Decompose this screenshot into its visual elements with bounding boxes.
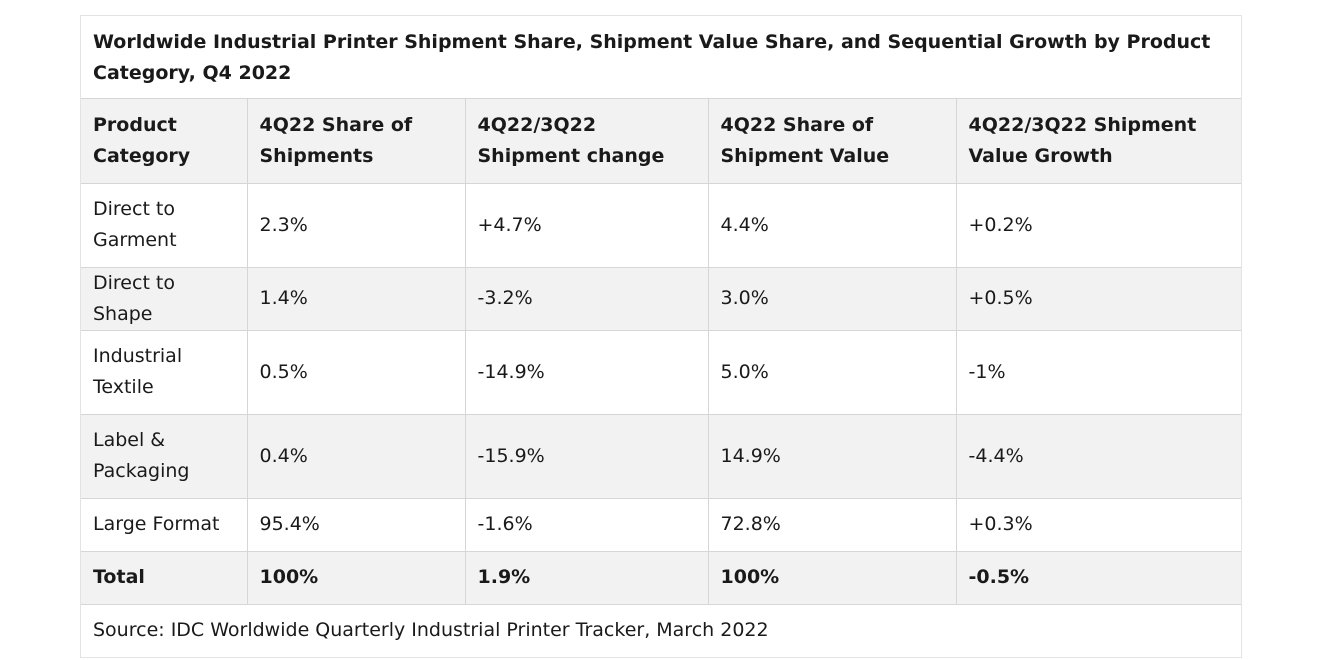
header-value-growth: 4Q22/3Q22 Shipment Value Growth — [955, 99, 1241, 184]
header-product-category: Product Category — [81, 99, 247, 184]
total-shipment-change-cell: 1.9% — [464, 551, 708, 605]
share-value-cell: 3.0% — [707, 267, 956, 331]
header-share-of-shipments: 4Q22 Share of Shipments — [246, 99, 465, 184]
share-value-cell: 72.8% — [707, 498, 956, 552]
source-note: Source: IDC Worldwide Quarterly Industri… — [93, 618, 769, 641]
table-row: Direct to Garment 2.3% +4.7% 4.4% +0.2% — [81, 183, 1241, 268]
shipment-change-cell: +4.7% — [464, 183, 708, 268]
total-label-cell: Total — [81, 551, 247, 605]
shipment-change-cell: -14.9% — [464, 330, 708, 415]
data-table: Product Category 4Q22 Share of Shipments… — [81, 99, 1241, 605]
table-row: Label & Packaging 0.4% -15.9% 14.9% -4.4… — [81, 414, 1241, 499]
table-row: Large Format 95.4% -1.6% 72.8% +0.3% — [81, 498, 1241, 552]
data-table-container: Worldwide Industrial Printer Shipment Sh… — [80, 15, 1242, 658]
value-growth-cell: +0.3% — [955, 498, 1241, 552]
value-growth-cell: -4.4% — [955, 414, 1241, 499]
category-cell: Label & Packaging — [81, 414, 247, 499]
share-shipments-cell: 2.3% — [246, 183, 465, 268]
share-value-cell: 5.0% — [707, 330, 956, 415]
total-row: Total 100% 1.9% 100% -0.5% — [81, 551, 1241, 605]
table-title: Worldwide Industrial Printer Shipment Sh… — [81, 16, 1241, 99]
header-share-of-value: 4Q22 Share of Shipment Value — [707, 99, 956, 184]
share-shipments-cell: 1.4% — [246, 267, 465, 331]
shipment-change-cell: -1.6% — [464, 498, 708, 552]
share-shipments-cell: 95.4% — [246, 498, 465, 552]
table-row: Industrial Textile 0.5% -14.9% 5.0% -1% — [81, 330, 1241, 415]
total-value-growth-cell: -0.5% — [955, 551, 1241, 605]
share-shipments-cell: 0.4% — [246, 414, 465, 499]
header-row: Product Category 4Q22 Share of Shipments… — [81, 99, 1241, 184]
category-cell: Large Format — [81, 498, 247, 552]
category-cell: Direct to Shape — [81, 267, 247, 331]
category-cell: Industrial Textile — [81, 330, 247, 415]
shipment-change-cell: -15.9% — [464, 414, 708, 499]
value-growth-cell: -1% — [955, 330, 1241, 415]
shipment-change-cell: -3.2% — [464, 267, 708, 331]
value-growth-cell: +0.5% — [955, 267, 1241, 331]
total-share-value-cell: 100% — [707, 551, 956, 605]
category-cell: Direct to Garment — [81, 183, 247, 268]
table-row: Direct to Shape 1.4% -3.2% 3.0% +0.5% — [81, 267, 1241, 331]
value-growth-cell: +0.2% — [955, 183, 1241, 268]
total-share-shipments-cell: 100% — [246, 551, 465, 605]
share-value-cell: 14.9% — [707, 414, 956, 499]
header-shipment-change: 4Q22/3Q22 Shipment change — [464, 99, 708, 184]
share-value-cell: 4.4% — [707, 183, 956, 268]
share-shipments-cell: 0.5% — [246, 330, 465, 415]
